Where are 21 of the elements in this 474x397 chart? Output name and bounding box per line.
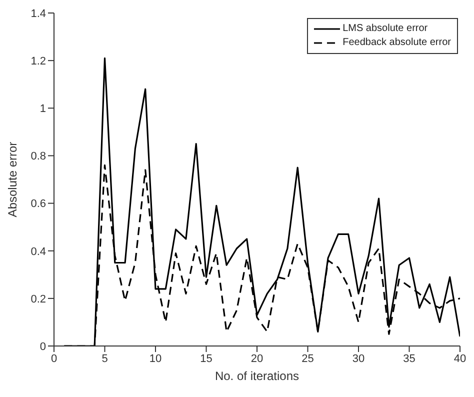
legend-label: Feedback absolute error [342, 36, 451, 50]
x-tick-label: 35 [403, 352, 416, 365]
y-tick-label: 0.6 [30, 198, 46, 210]
y-tick-label: 1.2 [30, 55, 46, 68]
y-tick-label: 0.8 [30, 150, 46, 163]
legend-label: LMS absolute error [342, 22, 428, 36]
y-tick-label: 0.2 [30, 293, 46, 306]
y-tick-label: 0.4 [30, 246, 46, 258]
x-tick-label: 10 [149, 352, 162, 365]
x-tick-label: 15 [200, 352, 212, 365]
y-tick-label: 0 [40, 340, 46, 353]
x-tick-label: 40 [454, 352, 466, 365]
y-tick-label: 1.4 [30, 8, 46, 20]
x-tick-label: 0 [50, 352, 58, 365]
x-tick-label: 25 [302, 352, 314, 365]
x-axis-title: No. of iterations [214, 369, 300, 383]
y-tick-label: 1 [40, 103, 46, 116]
x-tick-label: 20 [250, 352, 264, 365]
x-tick-label: 30 [352, 352, 365, 365]
x-tick-label: 5 [102, 352, 108, 365]
y-axis-title: Absolute error [5, 142, 20, 218]
